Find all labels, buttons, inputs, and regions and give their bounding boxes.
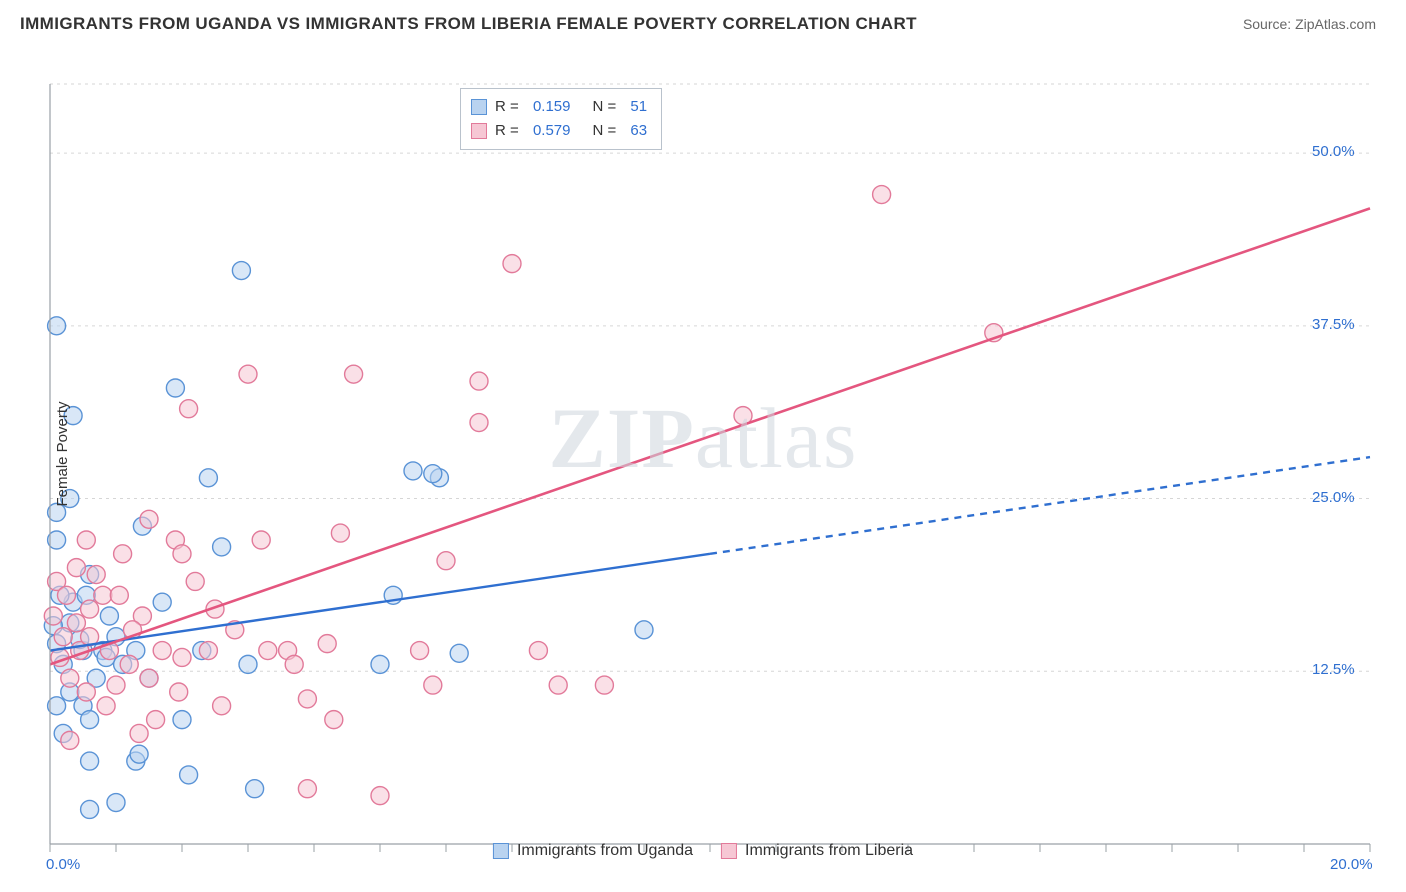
series-legend: Immigrants from Uganda Immigrants from Li… [493,842,913,860]
y-tick-label: 12.5% [1312,661,1355,678]
legend-item: Immigrants from Liberia [721,842,913,860]
y-tick-label: 37.5% [1312,316,1355,333]
y-tick-label: 50.0% [1312,143,1355,160]
y-axis-label: Female Poverty [54,401,71,506]
chart-container: ZIPatlas Female Poverty R = 0.159 N = 51… [0,44,1406,864]
scatter-chart [0,44,1406,874]
legend-item: Immigrants from Uganda [493,842,693,860]
legend-row: R = 0.579 N = 63 [471,119,647,143]
x-tick-label: 20.0% [1330,856,1373,873]
header: IMMIGRANTS FROM UGANDA VS IMMIGRANTS FRO… [0,0,1406,44]
source-text: Source: ZipAtlas.com [1243,16,1376,32]
legend-row: R = 0.159 N = 51 [471,95,647,119]
chart-title: IMMIGRANTS FROM UGANDA VS IMMIGRANTS FRO… [20,14,917,34]
correlation-legend-box: R = 0.159 N = 51 R = 0.579 N = 63 [460,88,662,150]
y-tick-label: 25.0% [1312,489,1355,506]
x-tick-label: 0.0% [46,856,80,873]
